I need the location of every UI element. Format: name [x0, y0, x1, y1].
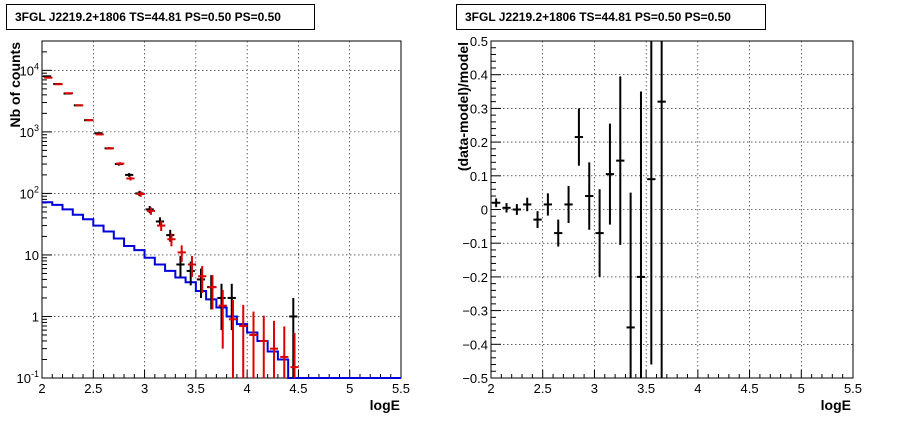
left-x-tick-label: 4: [244, 381, 251, 396]
right-y-axis-label: (data-model)/model: [455, 42, 471, 171]
left-y-tick-label: 102: [20, 184, 39, 201]
left-x-tick-label: 3: [141, 381, 148, 396]
left-x-tick-label: 2: [38, 381, 45, 396]
right-y-tick-label: −0.5: [462, 371, 488, 386]
left-x-tick-label: 5: [346, 381, 353, 396]
left-y-tick-label: 104: [20, 61, 39, 78]
left-y-tick-label: 1: [32, 309, 39, 324]
left-panel-title: 3FGL J2219.2+1806 TS=44.81 PS=0.50 PS=0.…: [6, 4, 315, 30]
right-y-tick-label: 0.5: [470, 34, 488, 49]
left-x-axis-label: logE: [370, 397, 400, 413]
right-x-tick-label: 3: [591, 381, 598, 396]
right-x-tick-label: 5.5: [844, 381, 862, 396]
left-x-tick-label: 3.5: [187, 381, 205, 396]
left-y-axis-label: Nb of counts: [7, 42, 23, 128]
right-x-tick-label: 2.5: [534, 381, 552, 396]
background-histogram: [42, 201, 401, 379]
right-y-tick-label: 0.4: [470, 68, 488, 83]
right-y-tick-label: −0.1: [462, 236, 488, 251]
left-x-tick-label: 4.5: [289, 381, 307, 396]
right-x-tick-label: 3.5: [637, 381, 655, 396]
right-x-tick-label: 2: [487, 381, 494, 396]
right-y-tick-label: −0.3: [462, 304, 488, 319]
right-y-tick-label: −0.4: [462, 337, 488, 352]
right-x-tick-label: 5: [798, 381, 805, 396]
right-y-tick-label: 0.2: [470, 135, 488, 150]
left-y-tick-label: 10-1: [17, 369, 39, 386]
left-x-tick-label: 5.5: [392, 381, 410, 396]
right-panel-title: 3FGL J2219.2+1806 TS=44.81 PS=0.50 PS=0.…: [456, 4, 766, 30]
right-x-tick-label: 4: [694, 381, 701, 396]
left-x-tick-label: 2.5: [84, 381, 102, 396]
right-y-tick-label: 0.3: [470, 101, 488, 116]
right-y-tick-label: −0.2: [462, 270, 488, 285]
right-x-tick-label: 4.5: [741, 381, 759, 396]
left-y-tick-label: 10: [25, 248, 39, 263]
right-x-axis-label: logE: [821, 397, 851, 413]
right-y-tick-label: 0.1: [470, 169, 488, 184]
left-y-tick-label: 103: [20, 123, 39, 140]
right-y-tick-label: 0: [481, 203, 488, 218]
left-plot-frame: [41, 40, 402, 379]
